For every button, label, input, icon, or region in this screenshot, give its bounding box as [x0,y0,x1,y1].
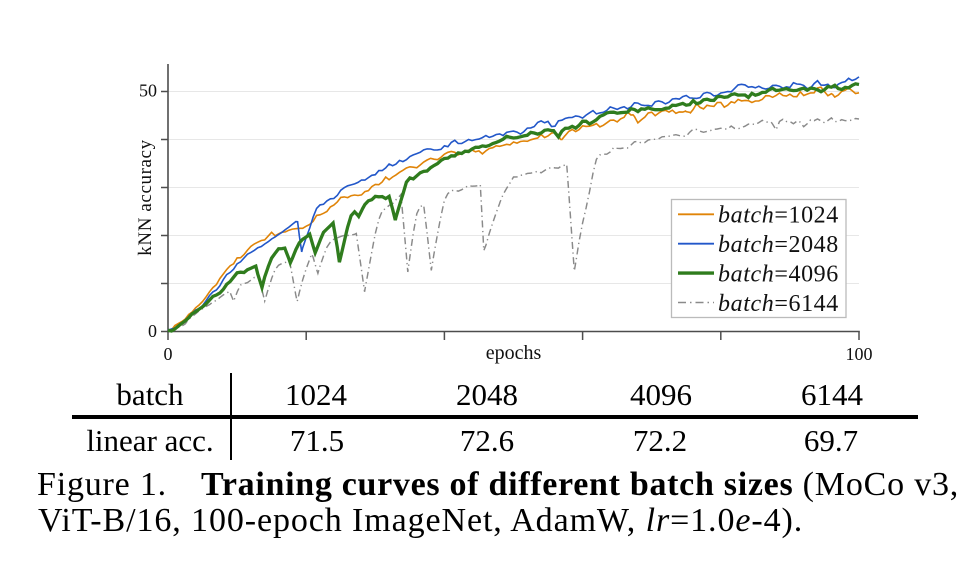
svg-text:kNN accuracy: kNN accuracy [135,139,156,255]
svg-text:50: 50 [139,81,157,101]
svg-text:batch=1024: batch=1024 [718,203,839,229]
svg-text:epochs: epochs [486,342,542,364]
svg-text:0: 0 [164,344,173,364]
svg-text:100: 100 [846,344,873,364]
svg-text:batch=2048: batch=2048 [718,232,839,258]
svg-text:batch=6144: batch=6144 [718,291,839,317]
svg-text:batch=4096: batch=4096 [718,261,839,287]
svg-text:0: 0 [148,321,157,341]
